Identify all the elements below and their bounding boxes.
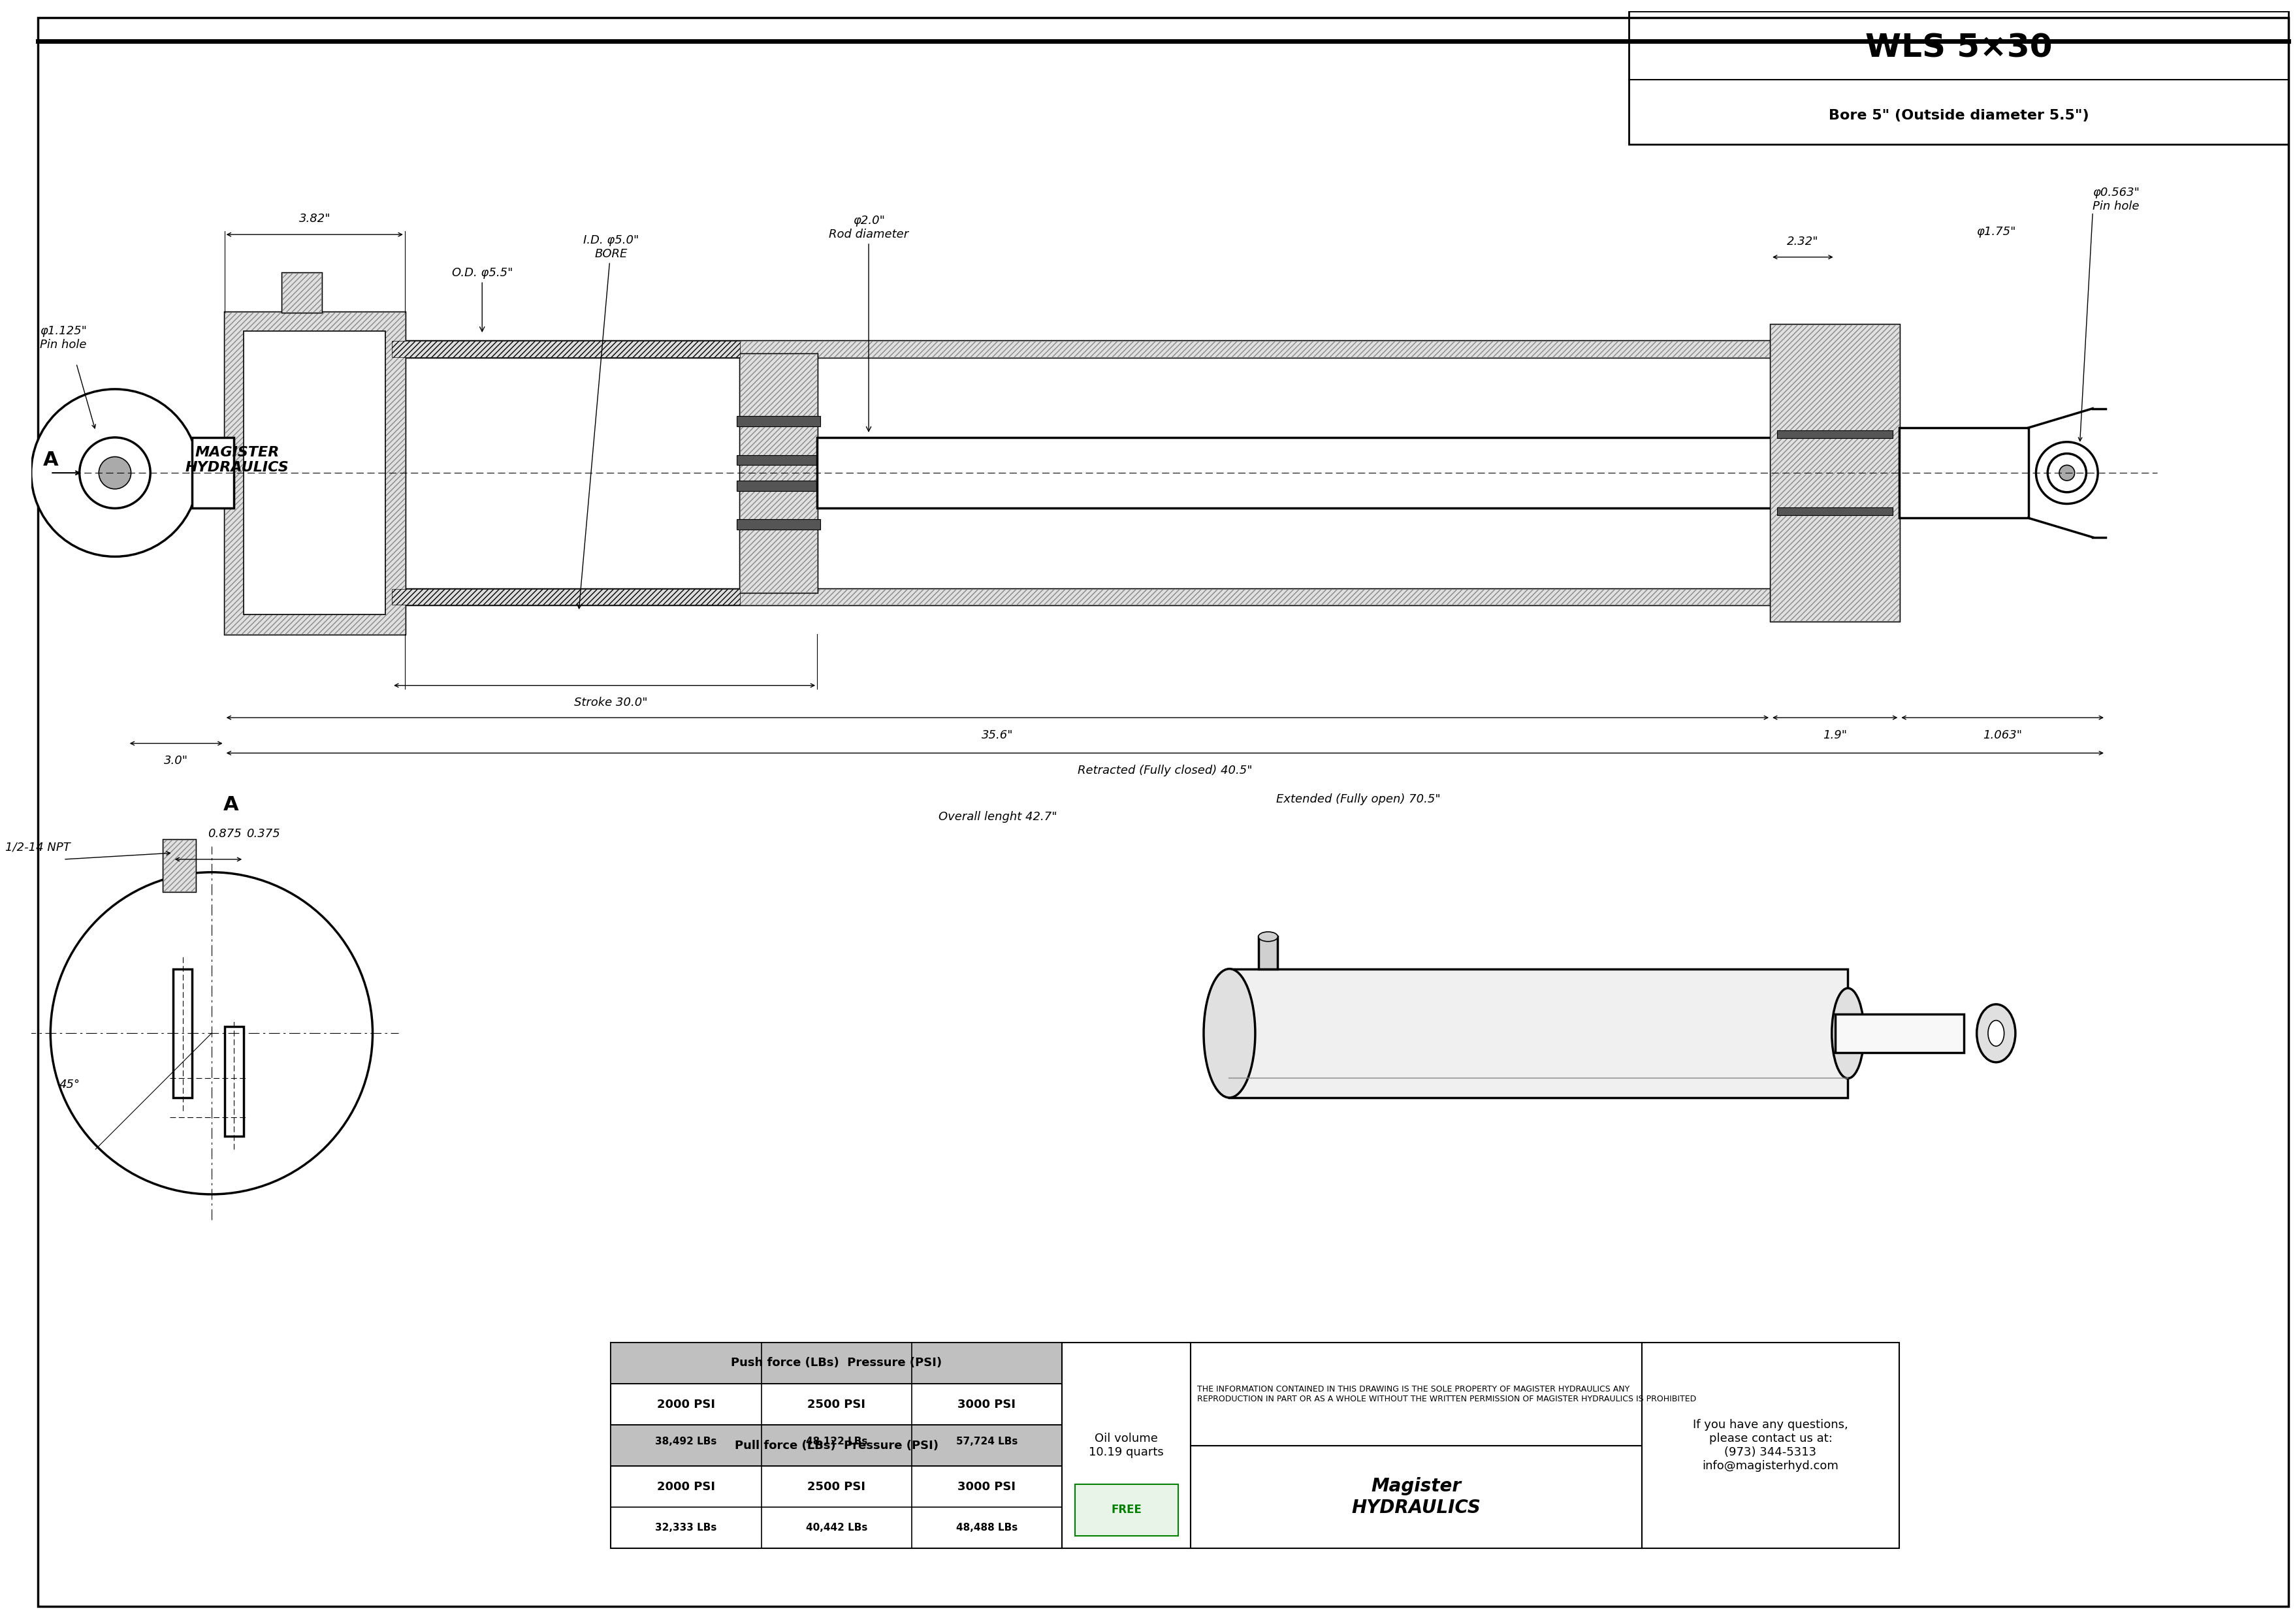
Text: Push force (LBs)  Pressure (PSI): Push force (LBs) Pressure (PSI)	[730, 1358, 941, 1369]
Ellipse shape	[1976, 1004, 2015, 1062]
Text: 2500 PSI: 2500 PSI	[808, 1398, 865, 1410]
Text: 2.32": 2.32"	[1788, 235, 1818, 247]
Ellipse shape	[1203, 970, 1255, 1098]
Bar	[1641, 1343, 1900, 1549]
Text: Retracted (Fully closed) 40.5": Retracted (Fully closed) 40.5"	[1079, 765, 1253, 776]
Text: 1.9": 1.9"	[1822, 729, 1847, 741]
Circle shape	[80, 437, 151, 508]
Bar	[1772, 325, 1900, 620]
Text: 3000 PSI: 3000 PSI	[957, 1481, 1017, 1492]
Bar	[232, 341, 1836, 357]
Bar	[1258, 937, 1278, 970]
Ellipse shape	[1987, 1020, 2004, 1046]
Text: 2500 PSI: 2500 PSI	[808, 1481, 865, 1492]
Text: A: A	[44, 450, 57, 469]
Bar	[225, 312, 404, 633]
Bar	[1836, 1013, 1965, 1052]
Bar	[232, 590, 1836, 604]
Circle shape	[50, 872, 372, 1194]
Text: φ2.0"
Rod diameter: φ2.0" Rod diameter	[828, 214, 909, 432]
Text: Bore 5" (Outside diameter 5.5"): Bore 5" (Outside diameter 5.5")	[1829, 109, 2088, 122]
Text: WLS 5×30: WLS 5×30	[1866, 32, 2052, 63]
Bar	[232, 590, 1836, 604]
Bar	[1230, 970, 1847, 1098]
Bar	[737, 455, 819, 464]
Bar	[737, 416, 819, 427]
Bar	[1191, 1343, 1641, 1445]
Bar	[739, 354, 817, 593]
Text: Pull force (LBs)  Pressure (PSI): Pull force (LBs) Pressure (PSI)	[734, 1439, 939, 1452]
Bar	[610, 1343, 1063, 1549]
Text: 48,488 LBs: 48,488 LBs	[957, 1523, 1017, 1533]
Text: A: A	[223, 796, 239, 814]
Text: 2000 PSI: 2000 PSI	[656, 1481, 716, 1492]
Text: 0.875: 0.875	[207, 828, 241, 840]
Bar	[1772, 325, 1900, 620]
Text: 38,492 LBs: 38,492 LBs	[656, 1437, 716, 1447]
Text: THE INFORMATION CONTAINED IN THIS DRAWING IS THE SOLE PROPERTY OF MAGISTER HYDRA: THE INFORMATION CONTAINED IN THIS DRAWIN…	[1198, 1385, 1696, 1403]
Text: Magister
HYDRAULICS: Magister HYDRAULICS	[1352, 1478, 1480, 1517]
Text: 1/2-14 NPT: 1/2-14 NPT	[5, 841, 71, 853]
Bar	[737, 520, 819, 529]
Text: 32,333 LBs: 32,333 LBs	[656, 1523, 716, 1533]
Text: φ1.75": φ1.75"	[1976, 226, 2015, 237]
Bar	[392, 341, 739, 357]
Text: I.D. φ5.0"
BORE: I.D. φ5.0" BORE	[576, 234, 638, 609]
Bar	[1063, 1343, 1191, 1549]
Bar	[737, 481, 819, 490]
Text: O.D. φ5.5": O.D. φ5.5"	[452, 268, 512, 331]
Bar	[817, 437, 1965, 508]
Text: 1.063": 1.063"	[1983, 729, 2022, 741]
Bar	[392, 590, 739, 604]
Text: Stroke 30.0": Stroke 30.0"	[574, 697, 647, 708]
Bar	[163, 840, 195, 892]
Bar	[1629, 11, 2288, 145]
Circle shape	[2047, 453, 2086, 492]
Bar	[610, 1343, 1063, 1384]
Bar	[1776, 430, 1893, 438]
Bar	[1191, 1445, 1641, 1549]
Text: 3000 PSI: 3000 PSI	[957, 1398, 1017, 1410]
Bar	[1776, 508, 1893, 515]
Bar	[1900, 427, 2029, 518]
Text: Oil volume
10.19 quarts: Oil volume 10.19 quarts	[1088, 1432, 1164, 1458]
Text: φ0.563"
Pin hole: φ0.563" Pin hole	[2093, 187, 2139, 213]
Text: FREE: FREE	[1111, 1504, 1141, 1515]
Bar	[172, 970, 193, 1098]
Text: Overall lenght 42.7": Overall lenght 42.7"	[939, 810, 1056, 823]
Circle shape	[99, 456, 131, 489]
Ellipse shape	[1831, 987, 1864, 1078]
Circle shape	[2059, 464, 2075, 481]
Text: MAGISTER
HYDRAULICS: MAGISTER HYDRAULICS	[186, 447, 289, 474]
Bar	[1074, 1484, 1177, 1536]
Text: 3.0": 3.0"	[163, 755, 188, 767]
Circle shape	[32, 390, 200, 557]
Text: 40,442 LBs: 40,442 LBs	[806, 1523, 868, 1533]
Bar	[282, 273, 321, 312]
Bar	[225, 312, 404, 633]
Bar	[225, 1026, 243, 1137]
Bar	[193, 437, 234, 508]
Bar	[739, 354, 817, 593]
Text: 57,724 LBs: 57,724 LBs	[957, 1437, 1017, 1447]
Bar	[282, 273, 321, 312]
Bar	[610, 1424, 1063, 1466]
Bar	[232, 341, 1836, 357]
Bar	[243, 331, 386, 614]
Text: Extended (Fully open) 70.5": Extended (Fully open) 70.5"	[1276, 794, 1441, 806]
Ellipse shape	[1258, 932, 1278, 942]
Text: 45°: 45°	[60, 1078, 80, 1091]
Text: 48,122 LBs: 48,122 LBs	[806, 1437, 868, 1447]
Text: 2000 PSI: 2000 PSI	[656, 1398, 716, 1410]
Bar	[163, 840, 195, 892]
Text: If you have any questions,
please contact us at:
(973) 344-5313
info@magisterhyd: If you have any questions, please contac…	[1694, 1419, 1847, 1471]
Text: 3.82": 3.82"	[298, 213, 330, 224]
Text: φ1.125"
Pin hole: φ1.125" Pin hole	[39, 325, 87, 351]
Text: 0.375: 0.375	[246, 828, 280, 840]
Text: 35.6": 35.6"	[982, 729, 1014, 741]
